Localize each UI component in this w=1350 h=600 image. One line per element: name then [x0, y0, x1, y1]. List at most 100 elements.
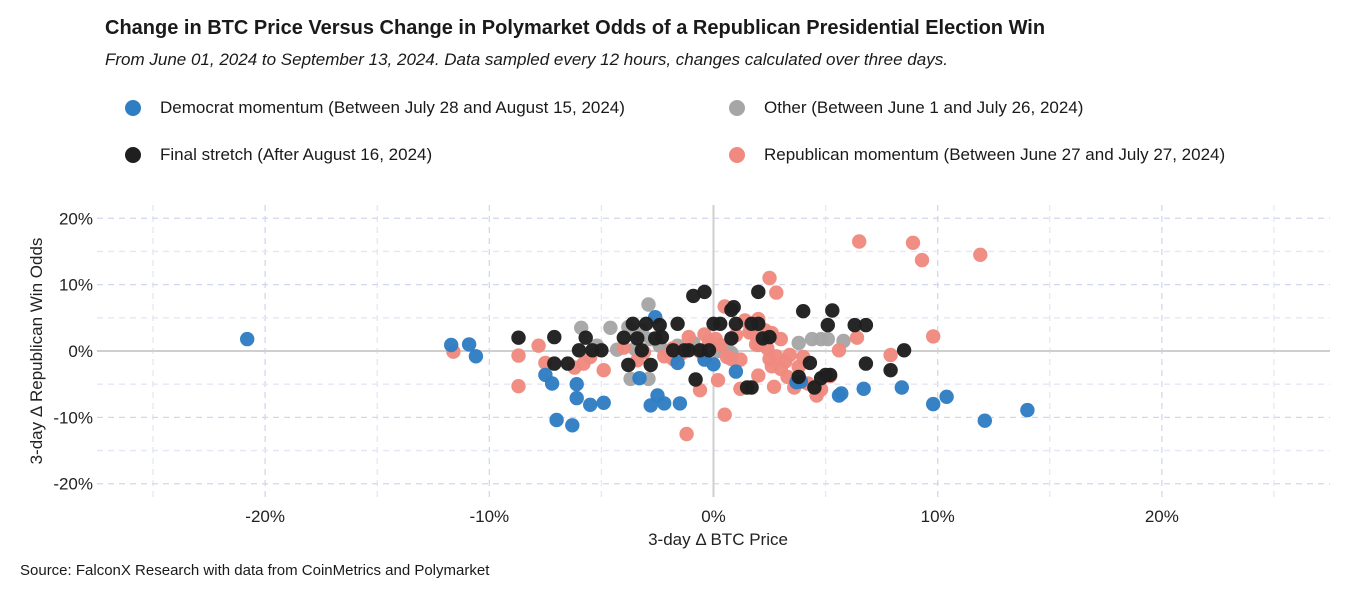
data-point-final-stretch — [594, 343, 609, 358]
data-point-democrat-momentum — [569, 390, 584, 406]
data-point-democrat-momentum — [728, 364, 744, 379]
data-point-republican-momentum — [751, 368, 766, 383]
legend-label: Republican momentum (Between June 27 and… — [764, 145, 1226, 164]
data-point-final-stretch — [634, 343, 649, 358]
data-point-other — [791, 335, 806, 351]
data-point-final-stretch — [686, 288, 701, 304]
data-point-final-stretch — [751, 284, 766, 300]
data-point-democrat-momentum — [569, 377, 584, 392]
data-point-final-stretch — [724, 331, 739, 346]
data-point-final-stretch — [688, 372, 703, 387]
data-point-republican-momentum — [531, 338, 546, 353]
data-point-democrat-momentum — [596, 395, 611, 410]
data-point-final-stretch — [728, 316, 744, 331]
data-point-republican-momentum — [831, 343, 847, 358]
data-point-republican-momentum — [717, 407, 732, 422]
data-point-republican-momentum — [973, 247, 988, 262]
data-point-final-stretch — [796, 304, 811, 319]
data-point-republican-momentum — [511, 348, 526, 363]
data-point-final-stretch — [560, 356, 575, 371]
data-point-republican-momentum — [773, 331, 788, 347]
data-point-republican-momentum — [681, 329, 696, 345]
data-point-democrat-momentum — [461, 337, 477, 352]
x-tick-label: 10% — [921, 507, 955, 526]
x-tick-label: -10% — [469, 507, 509, 526]
data-point-final-stretch — [744, 380, 759, 395]
data-point-democrat-momentum — [544, 376, 560, 391]
y-axis-title: 3-day Δ Republican Win Odds — [27, 238, 46, 465]
data-point-final-stretch — [751, 316, 766, 331]
data-point-republican-momentum — [762, 351, 777, 367]
data-point-final-stretch — [726, 300, 741, 315]
data-point-final-stretch — [639, 316, 654, 331]
data-point-final-stretch — [883, 363, 898, 378]
data-point-final-stretch — [697, 284, 712, 300]
data-point-final-stretch — [896, 343, 912, 358]
data-point-final-stretch — [681, 343, 696, 358]
legend-label: Democrat momentum (Between July 28 and A… — [160, 98, 625, 117]
data-point-republican-momentum — [769, 285, 784, 300]
data-point-final-stretch — [825, 303, 840, 318]
data-point-democrat-momentum — [672, 396, 688, 411]
data-point-final-stretch — [547, 329, 562, 345]
data-point-final-stretch — [643, 357, 658, 373]
data-point-final-stretch — [791, 369, 806, 385]
data-points — [240, 234, 1035, 442]
data-point-democrat-momentum — [444, 337, 459, 353]
data-point-democrat-momentum — [834, 386, 849, 401]
data-point-democrat-momentum — [565, 418, 580, 433]
data-point-democrat-momentum — [670, 355, 685, 371]
chart-subtitle: From June 01, 2024 to September 13, 2024… — [105, 50, 948, 69]
data-point-final-stretch — [858, 317, 874, 333]
data-point-final-stretch — [847, 317, 862, 333]
data-point-republican-momentum — [926, 329, 941, 344]
legend-dot-icon — [125, 100, 141, 116]
data-point-republican-momentum — [713, 337, 728, 353]
data-point-republican-momentum — [914, 252, 930, 268]
legend-item-final-stretch: Final stretch (After August 16, 2024) — [125, 145, 432, 165]
data-point-republican-momentum — [724, 351, 739, 367]
data-point-final-stretch — [616, 330, 631, 345]
data-point-final-stretch — [621, 357, 636, 373]
data-point-final-stretch — [547, 356, 562, 371]
x-tick-label: -20% — [245, 507, 285, 526]
data-point-democrat-momentum — [657, 396, 672, 411]
data-point-republican-momentum — [762, 270, 777, 286]
data-point-republican-momentum — [852, 234, 867, 249]
data-point-republican-momentum — [782, 347, 797, 363]
legend-label: Other (Between June 1 and July 26, 2024) — [764, 98, 1084, 117]
legend-dot-icon — [729, 100, 745, 116]
data-point-final-stretch — [571, 343, 587, 358]
data-point-final-stretch — [802, 355, 818, 371]
data-point-republican-momentum — [766, 379, 782, 394]
data-point-final-stretch — [858, 356, 874, 371]
data-point-democrat-momentum — [583, 397, 598, 412]
y-tick-label: 20% — [59, 209, 93, 228]
data-point-democrat-momentum — [706, 357, 721, 372]
data-point-final-stretch — [630, 331, 645, 346]
data-point-democrat-momentum — [926, 396, 941, 412]
data-point-democrat-momentum — [1020, 402, 1035, 418]
data-point-republican-momentum — [710, 373, 726, 388]
y-tick-label: -10% — [53, 408, 93, 427]
data-point-democrat-momentum — [894, 380, 909, 395]
data-point-final-stretch — [822, 367, 838, 383]
data-point-democrat-momentum — [468, 349, 484, 364]
data-point-democrat-momentum — [632, 371, 647, 386]
data-point-final-stretch — [652, 317, 667, 333]
data-point-other — [820, 331, 835, 347]
data-point-republican-momentum — [883, 347, 898, 363]
data-point-final-stretch — [578, 330, 593, 345]
data-point-democrat-momentum — [977, 413, 992, 428]
data-point-other — [641, 297, 656, 312]
source-note: Source: FalconX Research with data from … — [20, 562, 490, 579]
chart-title: Change in BTC Price Versus Change in Pol… — [105, 17, 1046, 39]
data-point-republican-momentum — [511, 379, 526, 394]
data-point-republican-momentum — [905, 235, 921, 250]
data-point-final-stretch — [701, 343, 717, 358]
legend-dot-icon — [729, 147, 745, 163]
data-point-other — [603, 320, 618, 335]
data-point-republican-momentum — [679, 426, 694, 442]
data-point-republican-momentum — [849, 330, 865, 345]
